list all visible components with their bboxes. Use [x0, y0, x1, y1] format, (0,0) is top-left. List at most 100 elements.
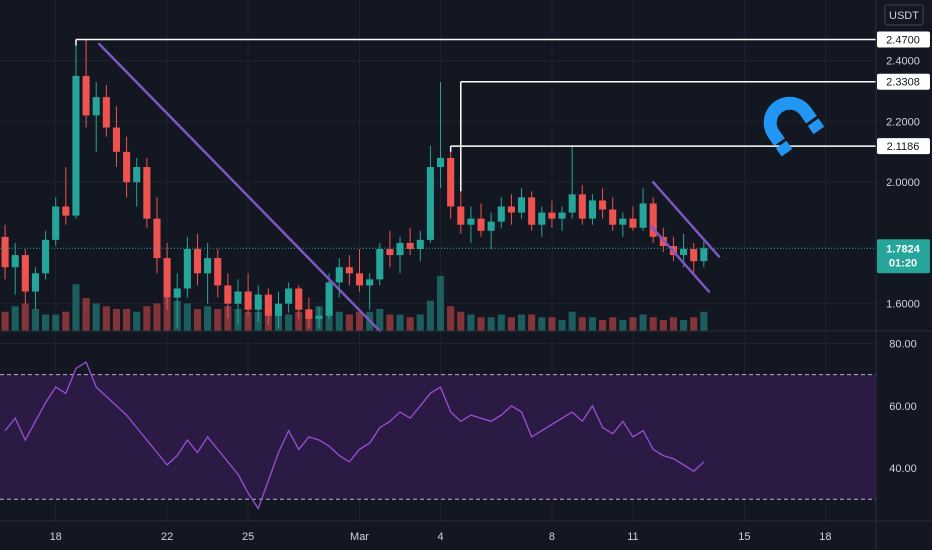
- candle[interactable]: [649, 197, 657, 243]
- time-axis[interactable]: 18 22 25 Mar 4 8 11 15 18: [50, 531, 832, 543]
- candle[interactable]: [143, 157, 151, 228]
- volume-bar: [42, 314, 50, 331]
- candle[interactable]: [406, 227, 414, 256]
- price-tick: 1.6000: [886, 299, 920, 311]
- candle-body: [204, 258, 212, 274]
- candle[interactable]: [254, 285, 262, 322]
- candle[interactable]: [193, 233, 202, 286]
- candle[interactable]: [588, 194, 596, 225]
- candle[interactable]: [426, 145, 434, 243]
- candle[interactable]: [21, 249, 29, 304]
- candle-body: [305, 309, 313, 319]
- candle[interactable]: [497, 197, 505, 228]
- volume-bar: [659, 320, 667, 331]
- candlestick-series[interactable]: [1, 39, 708, 328]
- candle[interactable]: [578, 185, 586, 225]
- candle[interactable]: [345, 255, 353, 286]
- candle-body: [599, 200, 607, 210]
- candle[interactable]: [355, 249, 364, 292]
- volume-bar: [355, 311, 364, 331]
- currency-badge[interactable]: USDT: [884, 4, 924, 26]
- candle-body: [629, 218, 637, 228]
- candle[interactable]: [123, 136, 131, 198]
- volume-bar: [193, 309, 202, 331]
- candle[interactable]: [224, 273, 232, 319]
- candle-body: [588, 200, 596, 219]
- candle[interactable]: [477, 203, 485, 237]
- volume-bar: [457, 311, 465, 331]
- candle[interactable]: [376, 242, 384, 286]
- candle[interactable]: [183, 236, 191, 298]
- candle[interactable]: [11, 242, 19, 295]
- candle[interactable]: [548, 200, 556, 228]
- rsi-axis[interactable]: 80.00 60.00 40.00: [889, 338, 917, 475]
- candle[interactable]: [305, 297, 313, 328]
- candle[interactable]: [538, 206, 546, 237]
- candle[interactable]: [467, 206, 475, 243]
- volume-bar: [133, 311, 141, 331]
- candle[interactable]: [366, 273, 374, 310]
- trendline[interactable]: [649, 224, 711, 293]
- candle[interactable]: [31, 267, 39, 310]
- candle[interactable]: [52, 197, 60, 246]
- trendline[interactable]: [651, 180, 721, 258]
- candle[interactable]: [244, 273, 252, 316]
- candle[interactable]: [386, 230, 394, 268]
- candle[interactable]: [416, 230, 424, 262]
- candle[interactable]: [1, 224, 9, 280]
- rsi-tick: 60.00: [889, 401, 917, 413]
- candle[interactable]: [609, 197, 617, 231]
- candle[interactable]: [487, 212, 495, 250]
- candle[interactable]: [396, 236, 404, 274]
- volume-bar: [406, 317, 414, 331]
- candle[interactable]: [102, 85, 110, 137]
- candle[interactable]: [163, 242, 171, 310]
- candle[interactable]: [619, 212, 627, 237]
- candle[interactable]: [72, 45, 80, 219]
- candle[interactable]: [629, 206, 637, 231]
- candle[interactable]: [295, 285, 303, 319]
- candle[interactable]: [153, 197, 161, 274]
- candle[interactable]: [274, 291, 283, 328]
- horizontal-levels[interactable]: 2.4700 2.3308 2.1186: [75, 31, 930, 192]
- candle-body: [173, 288, 181, 298]
- trendlines[interactable]: [97, 42, 721, 333]
- candle[interactable]: [315, 306, 323, 328]
- candle-body: [62, 206, 70, 216]
- candle[interactable]: [436, 81, 445, 189]
- volume-bar: [599, 320, 607, 331]
- candle[interactable]: [700, 239, 708, 268]
- candle[interactable]: [82, 39, 90, 128]
- price-tick: 2.4000: [886, 56, 920, 68]
- candle[interactable]: [62, 167, 70, 225]
- candle[interactable]: [112, 106, 121, 168]
- candle[interactable]: [528, 191, 536, 231]
- candle[interactable]: [507, 194, 515, 225]
- candle[interactable]: [285, 282, 293, 313]
- candle-body: [406, 242, 414, 250]
- volume-bar: [436, 276, 445, 331]
- candle[interactable]: [133, 157, 141, 207]
- volume-bar: [1, 311, 9, 331]
- volume-bar: [548, 317, 556, 331]
- candle[interactable]: [568, 145, 576, 219]
- time-tick: 18: [819, 531, 831, 543]
- trendline[interactable]: [97, 42, 382, 333]
- candle[interactable]: [457, 191, 465, 234]
- candle[interactable]: [204, 242, 212, 304]
- candle[interactable]: [447, 151, 455, 219]
- candle[interactable]: [518, 188, 526, 219]
- candle[interactable]: [558, 206, 566, 231]
- candle[interactable]: [42, 230, 50, 280]
- candle[interactable]: [264, 288, 272, 325]
- candle[interactable]: [214, 249, 222, 298]
- candle[interactable]: [92, 81, 100, 152]
- candle-body: [366, 279, 374, 286]
- candle[interactable]: [234, 279, 242, 325]
- price-axis[interactable]: 2.4000 2.2000 2.0000 1.6000: [886, 56, 920, 311]
- candle[interactable]: [599, 188, 607, 219]
- candle[interactable]: [173, 273, 181, 328]
- candle-body: [244, 291, 252, 310]
- candle[interactable]: [639, 188, 647, 231]
